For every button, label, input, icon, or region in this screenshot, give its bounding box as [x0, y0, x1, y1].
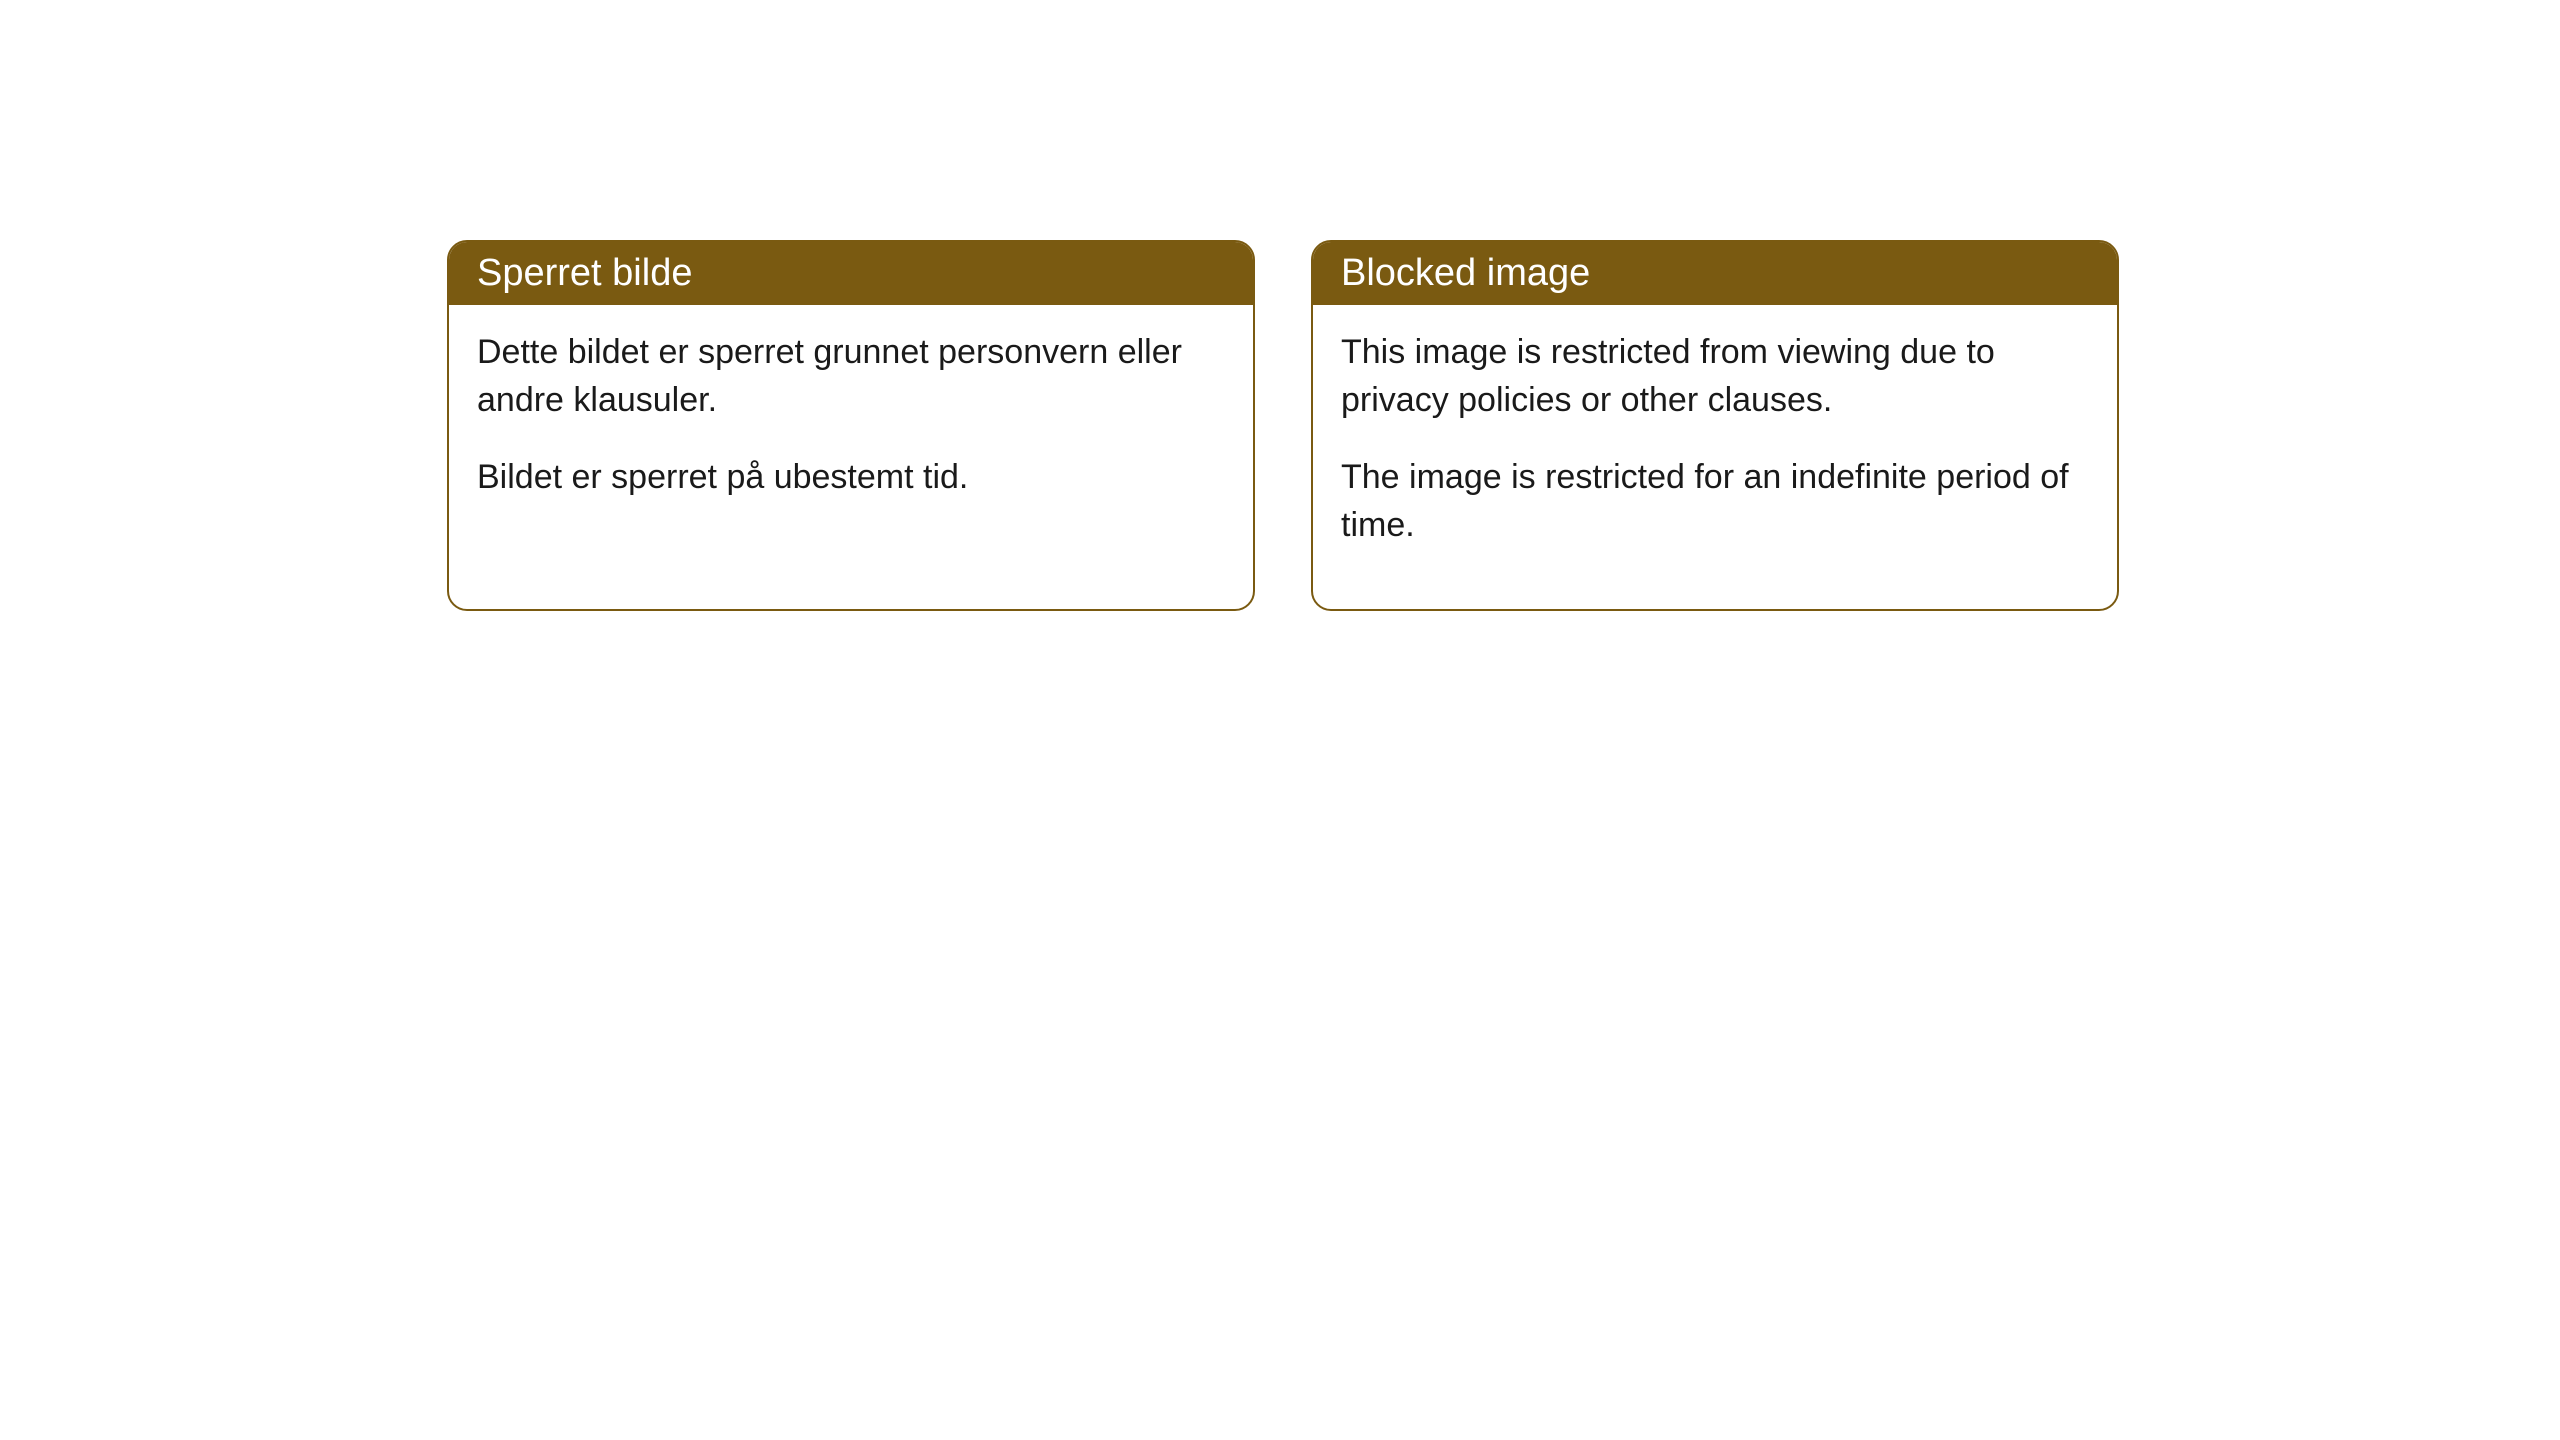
notice-cards-container: Sperret bilde Dette bildet er sperret gr…: [447, 240, 2119, 611]
card-paragraph: Bildet er sperret på ubestemt tid.: [477, 454, 1225, 502]
card-body: Dette bildet er sperret grunnet personve…: [449, 305, 1253, 562]
card-header: Blocked image: [1313, 242, 2117, 305]
card-paragraph: The image is restricted for an indefinit…: [1341, 454, 2089, 549]
card-header: Sperret bilde: [449, 242, 1253, 305]
card-title: Sperret bilde: [477, 252, 692, 294]
card-body: This image is restricted from viewing du…: [1313, 305, 2117, 609]
card-title: Blocked image: [1341, 252, 1590, 294]
notice-card-norwegian: Sperret bilde Dette bildet er sperret gr…: [447, 240, 1255, 611]
card-paragraph: Dette bildet er sperret grunnet personve…: [477, 329, 1225, 424]
notice-card-english: Blocked image This image is restricted f…: [1311, 240, 2119, 611]
card-paragraph: This image is restricted from viewing du…: [1341, 329, 2089, 424]
